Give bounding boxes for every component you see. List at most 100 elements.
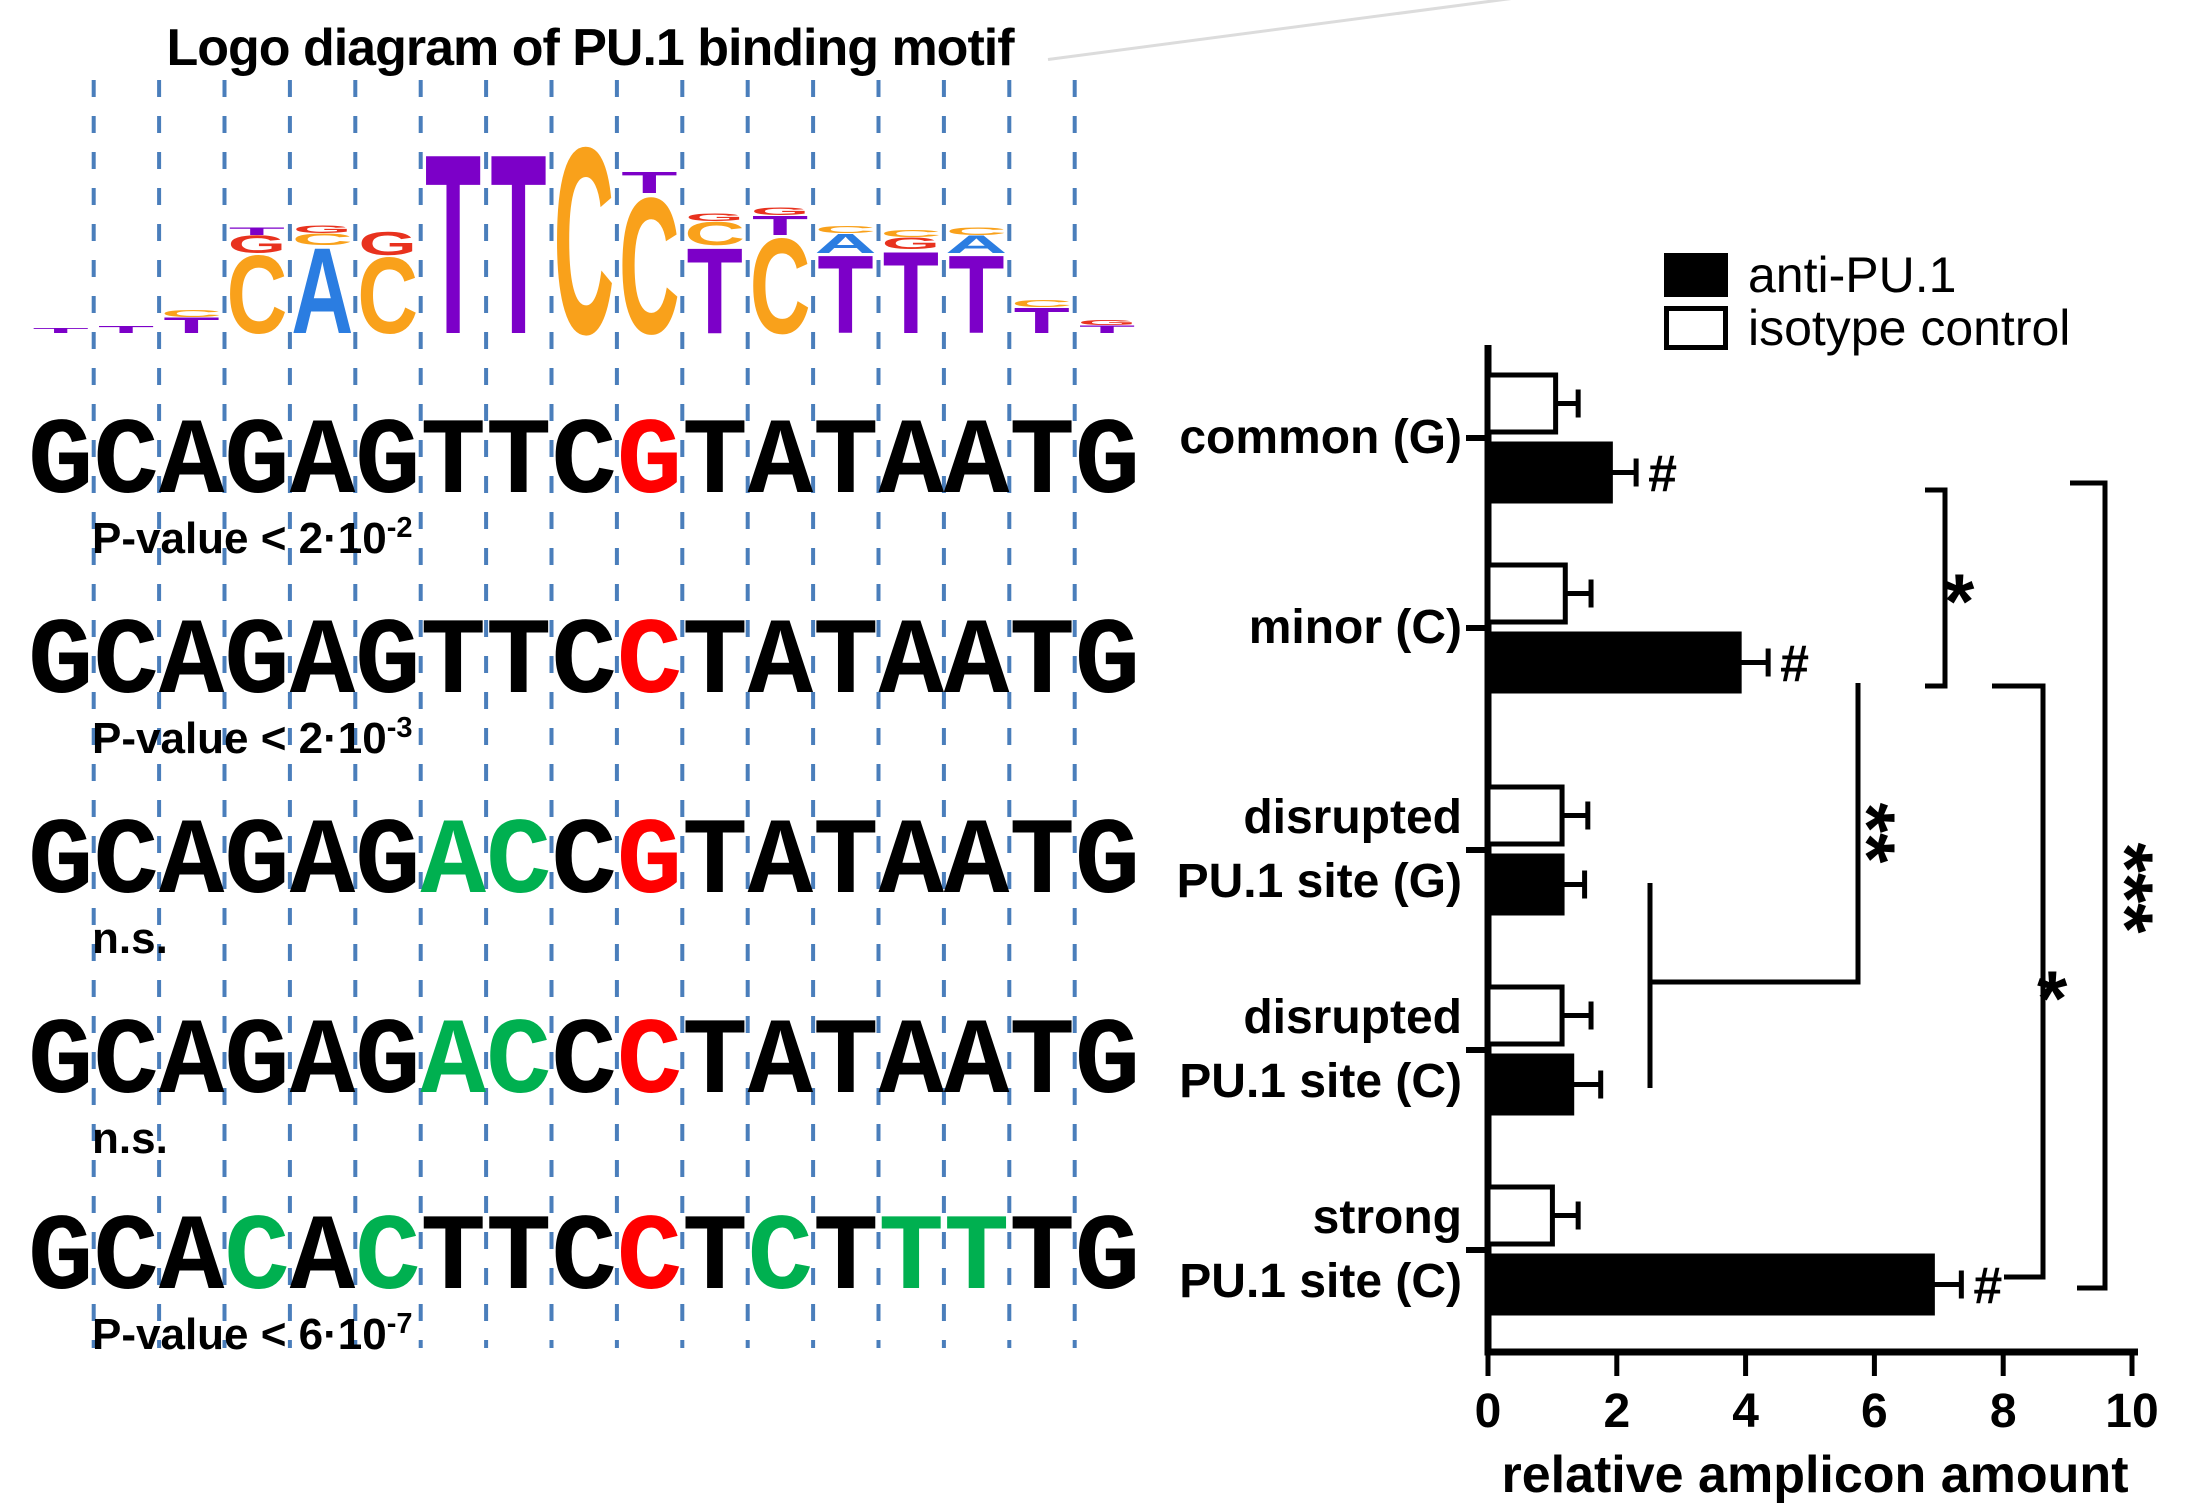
bar-anti-pu1 — [1485, 1253, 1935, 1316]
sequence-letter: G — [1074, 401, 1141, 525]
sequence-letter: A — [289, 801, 356, 925]
sequence-letter: G — [224, 1001, 290, 1125]
logo-letter-G: G — [882, 234, 940, 253]
pvalue-label: P-value < 2·10-2 — [92, 512, 413, 564]
logo-letter-G: G — [293, 223, 351, 235]
sequence-letter: G — [224, 801, 290, 925]
logo-letter-G: G — [359, 225, 417, 262]
logo-letter-C: C — [881, 228, 942, 239]
bracket-triplestar-common-strong — [2070, 480, 2108, 1291]
sequence-letter: C — [747, 1197, 814, 1321]
sequence-letter: C — [93, 1001, 159, 1125]
bar-isotype-control — [1485, 1184, 1555, 1247]
sequence-letter: C — [616, 1001, 683, 1125]
significance-label-star: * — [1944, 557, 1975, 645]
logo-letter-T: T — [1079, 323, 1135, 335]
logo-letter-T: T — [948, 233, 1004, 357]
sequence-letter: A — [289, 401, 356, 525]
logo-letter-A: A — [291, 223, 353, 359]
sequence-letter: T — [682, 1001, 748, 1125]
sequence-letter: G — [355, 801, 421, 925]
logo-letter-C: C — [619, 156, 680, 374]
sequence-letter: A — [943, 601, 1010, 725]
logo-letter-C: C — [684, 215, 745, 253]
sequence-letter: A — [878, 801, 944, 925]
logo-title: Logo diagram of PU.1 binding motif — [166, 19, 1014, 77]
sequence-letter: C — [616, 601, 683, 725]
sequence-letter: G — [28, 601, 94, 725]
bar-anti-pu1 — [1485, 631, 1742, 694]
logo-letter-T: T — [490, 100, 546, 388]
sequence-letter: T — [485, 601, 552, 725]
logo-letter-C: C — [227, 233, 288, 357]
pvalue-text: n.s. — [92, 1114, 168, 1163]
category-label: common (G) — [1179, 411, 1462, 464]
sequence-row: GCAGAGACCCTATAATG — [28, 1009, 1140, 1118]
logo-letter-T: T — [163, 313, 219, 338]
logo-letter-C: C — [750, 210, 811, 362]
sequence-letter: G — [28, 1197, 94, 1321]
pvalue-label: P-value < 2·10-3 — [92, 712, 413, 764]
sequence-letter: T — [485, 1197, 552, 1321]
sequence-letter: A — [420, 1001, 486, 1125]
sequence-letter: A — [158, 1001, 225, 1125]
x-axis-label: relative amplicon amount — [1501, 1446, 2129, 1504]
sequence-letter: A — [747, 401, 814, 525]
bar-anti-pu1 — [1485, 1053, 1575, 1116]
logo-letter-T: T — [33, 327, 89, 335]
legend-label-isotype-control: isotype control — [1748, 300, 2071, 356]
significance-label-triple-star: *** — [2082, 842, 2170, 934]
sequence-letter: G — [616, 401, 683, 525]
sequence-letter: T — [1009, 801, 1075, 925]
sequence-letter: C — [93, 401, 159, 525]
sequence-letter: T — [485, 401, 552, 525]
sequence-letter: A — [158, 401, 225, 525]
sequence-letter: A — [747, 1001, 814, 1125]
logo-letter-A: A — [814, 228, 876, 259]
sequence-letter: T — [682, 601, 748, 725]
sequence-row: GCAGAGTTCCTATAATG — [28, 609, 1140, 718]
pvalue-text: P-value < 2·10 — [92, 714, 387, 763]
logo-letter-T: T — [883, 229, 939, 359]
sequence-letter: G — [28, 801, 94, 925]
legend-label-anti-pu1: anti-PU.1 — [1748, 247, 1957, 303]
bar-anti-pu1 — [1485, 441, 1613, 504]
logo-letter-C: C — [357, 235, 418, 357]
sequence-letter: C — [551, 1001, 617, 1125]
sequence-letter: T — [813, 1197, 879, 1321]
sequence-letter: C — [93, 1197, 159, 1321]
logo-letter-C: C — [946, 225, 1007, 237]
bracket-star-minor-strong — [1992, 683, 2046, 1280]
sequence-letter: G — [224, 401, 290, 525]
logo-letter-G: G — [751, 205, 809, 217]
bracket-star-common-minor — [1925, 487, 1948, 689]
ns-label: n.s. — [92, 1114, 168, 1164]
bar-anti-pu1 — [1485, 853, 1565, 916]
logo-letter-G: G — [686, 211, 744, 223]
sequence-letter: T — [813, 601, 879, 725]
sequence-letter: T — [1009, 1197, 1075, 1321]
sequence-letter: G — [1074, 801, 1141, 925]
significance-label-star: * — [2037, 954, 2068, 1042]
pvalue-text: n.s. — [92, 914, 168, 963]
sequence-letter: A — [420, 801, 486, 925]
bar-isotype-control — [1485, 784, 1565, 847]
sequence-letter: A — [878, 401, 944, 525]
sequence-letter: C — [224, 1197, 290, 1321]
sequence-letter: C — [551, 1197, 617, 1321]
significance-label-double-star: ** — [1824, 802, 1912, 864]
x-tick-label: 0 — [1474, 1385, 1502, 1438]
logo-letter-T: T — [98, 324, 154, 335]
pvalue-exponent: -3 — [386, 712, 413, 744]
sequence-row: GCAGAGACCGTATAATG — [28, 809, 1140, 918]
sequence-letter: A — [943, 801, 1010, 925]
sequence-letter: G — [616, 801, 683, 925]
sequence-letter: T — [682, 801, 748, 925]
category-label: disrupted PU.1 site (G) — [1176, 791, 1462, 908]
sequence-letter: T — [943, 1197, 1010, 1321]
category-label: strong PU.1 site (C) — [1179, 1191, 1462, 1308]
sequence-letter: A — [943, 1001, 1010, 1125]
sequence-letter: C — [93, 801, 159, 925]
